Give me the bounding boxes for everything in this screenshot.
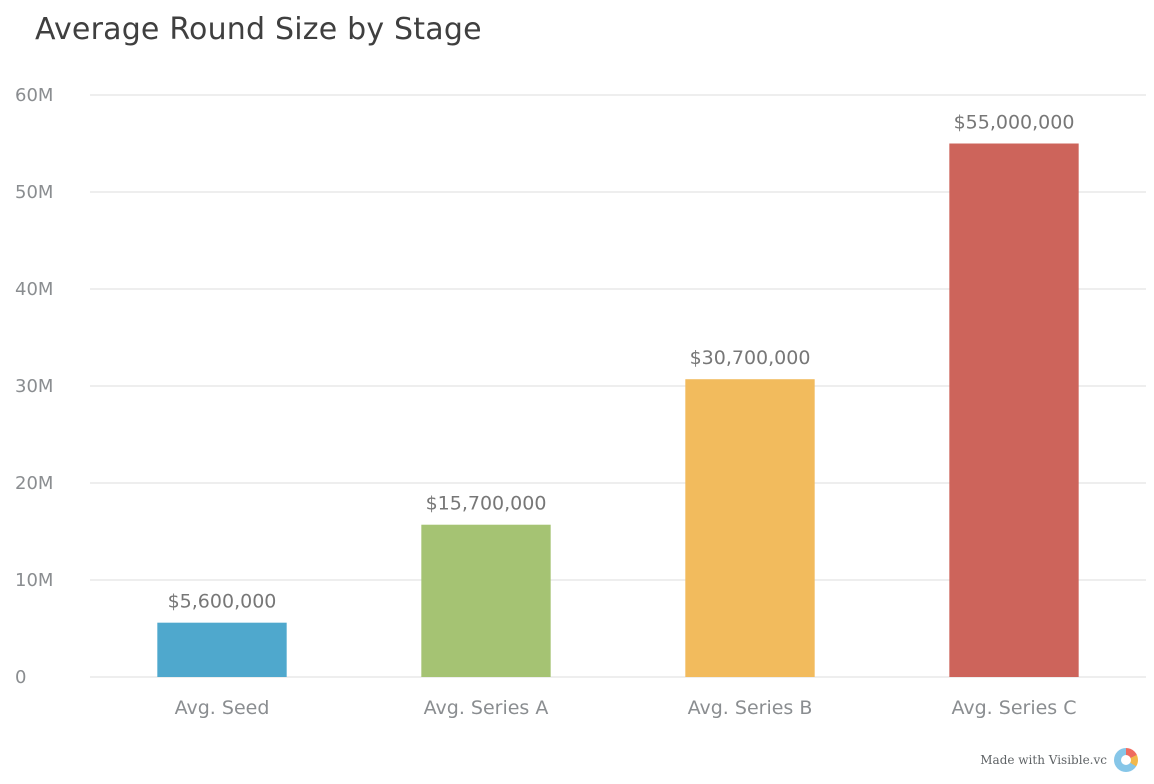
data-label: $15,700,000 — [426, 493, 547, 515]
bar — [949, 143, 1079, 677]
data-label: $30,700,000 — [690, 347, 811, 369]
visible-logo-icon — [1114, 748, 1138, 772]
x-tick-label: Avg. Seed — [175, 697, 270, 719]
bars — [157, 143, 1079, 677]
y-tick-label: 40M — [15, 279, 53, 300]
footer-credit: Made with Visible.vc — [980, 748, 1138, 772]
y-tick-label: 50M — [15, 182, 53, 203]
x-tick-label: Avg. Series A — [424, 697, 549, 719]
x-axis-labels: Avg. Seed Avg. Series A Avg. Series B Avg. … — [175, 697, 1077, 719]
y-tick-label: 0 — [15, 667, 26, 688]
chart-title: Average Round Size by Stage — [35, 12, 482, 47]
y-tick-label: 60M — [15, 85, 53, 106]
y-tick-label: 20M — [15, 473, 53, 494]
x-tick-label: Avg. Series B — [688, 697, 813, 719]
data-label: $5,600,000 — [168, 591, 277, 613]
y-tick-label: 30M — [15, 376, 53, 397]
y-tick-label: 10M — [15, 570, 53, 591]
data-label: $55,000,000 — [954, 112, 1075, 134]
bar — [421, 524, 551, 677]
bar — [157, 622, 287, 677]
y-axis-labels: 0 10M 20M 30M 40M 50M 60M — [15, 85, 53, 688]
footer-label: Made with Visible.vc — [980, 753, 1107, 767]
x-tick-label: Avg. Series C — [951, 697, 1076, 719]
bar — [685, 379, 815, 677]
data-labels: $5,600,000 $15,700,000 $30,700,000 $55,000,… — [168, 112, 1075, 613]
